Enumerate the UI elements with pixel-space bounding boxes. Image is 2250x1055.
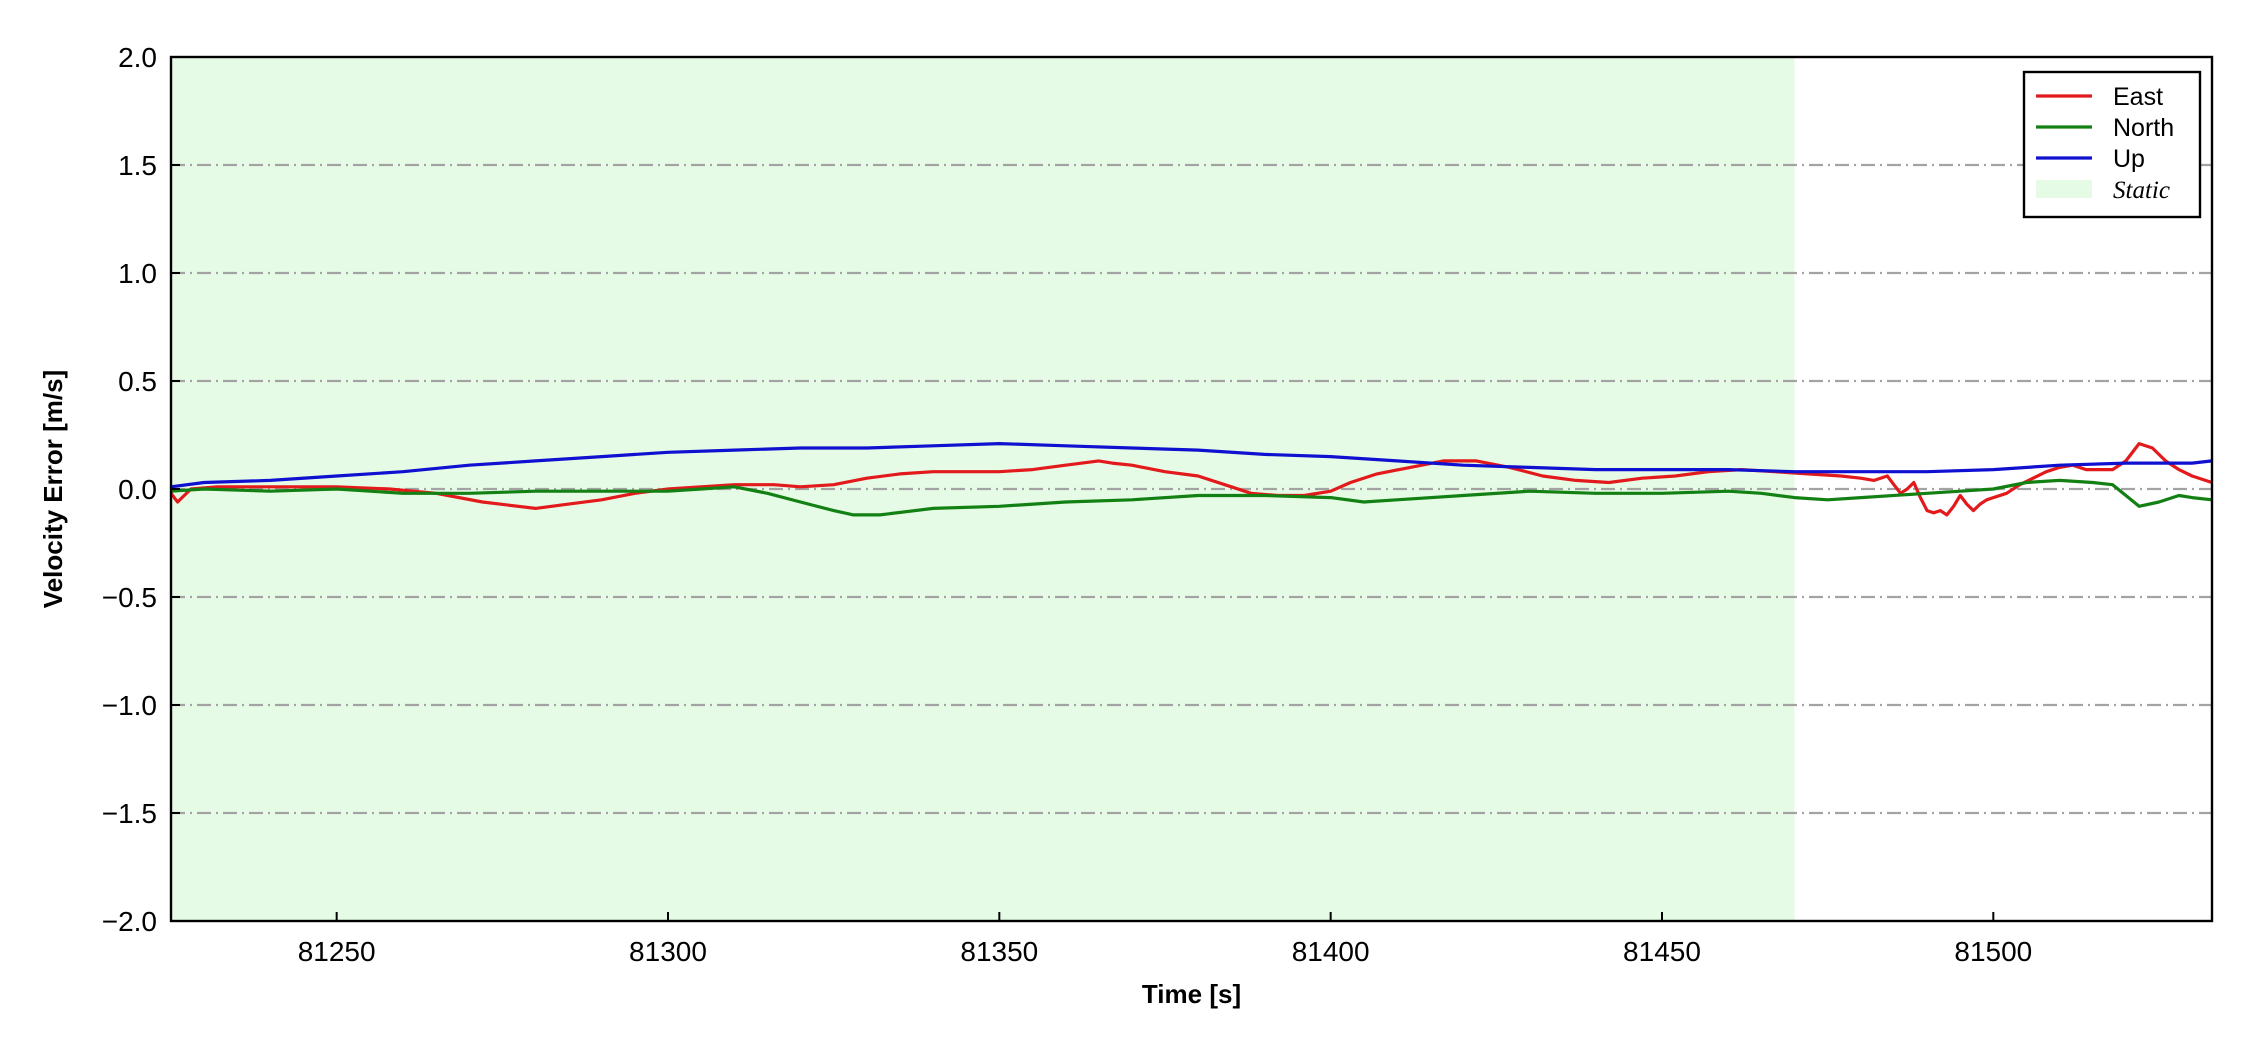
- y-tick-label: −1.5: [102, 798, 157, 829]
- x-axis-title: Time [s]: [1142, 979, 1241, 1009]
- legend-label-static: Static: [2113, 177, 2170, 204]
- y-tick-label: −1.0: [102, 690, 157, 721]
- y-axis-title: Velocity Error [m/s]: [38, 370, 68, 608]
- legend-label-north: North: [2113, 114, 2174, 142]
- y-tick-label: 1.0: [118, 258, 157, 289]
- legend-label-east: East: [2113, 83, 2163, 111]
- series-line-north: [170, 478, 2213, 517]
- y-tick-label: −0.5: [102, 582, 157, 613]
- y-tick-label: 0.0: [118, 474, 157, 505]
- y-tick-label: 0.5: [118, 366, 157, 397]
- legend-swatch-static: [2036, 180, 2092, 198]
- x-tick-label: 81500: [1954, 936, 2032, 967]
- y-tick-label: 1.5: [118, 150, 157, 181]
- legend-label-up: Up: [2113, 145, 2145, 173]
- x-tick-label: 81350: [960, 936, 1038, 967]
- x-tick-label: 81250: [298, 936, 376, 967]
- series-line-up: [170, 442, 2213, 489]
- series-line-east: [169, 442, 2213, 517]
- x-tick-label: 81400: [1292, 936, 1370, 967]
- y-tick-label: 2.0: [118, 42, 157, 73]
- y-tick-label: −2.0: [102, 906, 157, 937]
- x-tick-label: 81300: [629, 936, 707, 967]
- x-tick-label: 81450: [1623, 936, 1701, 967]
- legend: East North Up Static: [2022, 70, 2202, 219]
